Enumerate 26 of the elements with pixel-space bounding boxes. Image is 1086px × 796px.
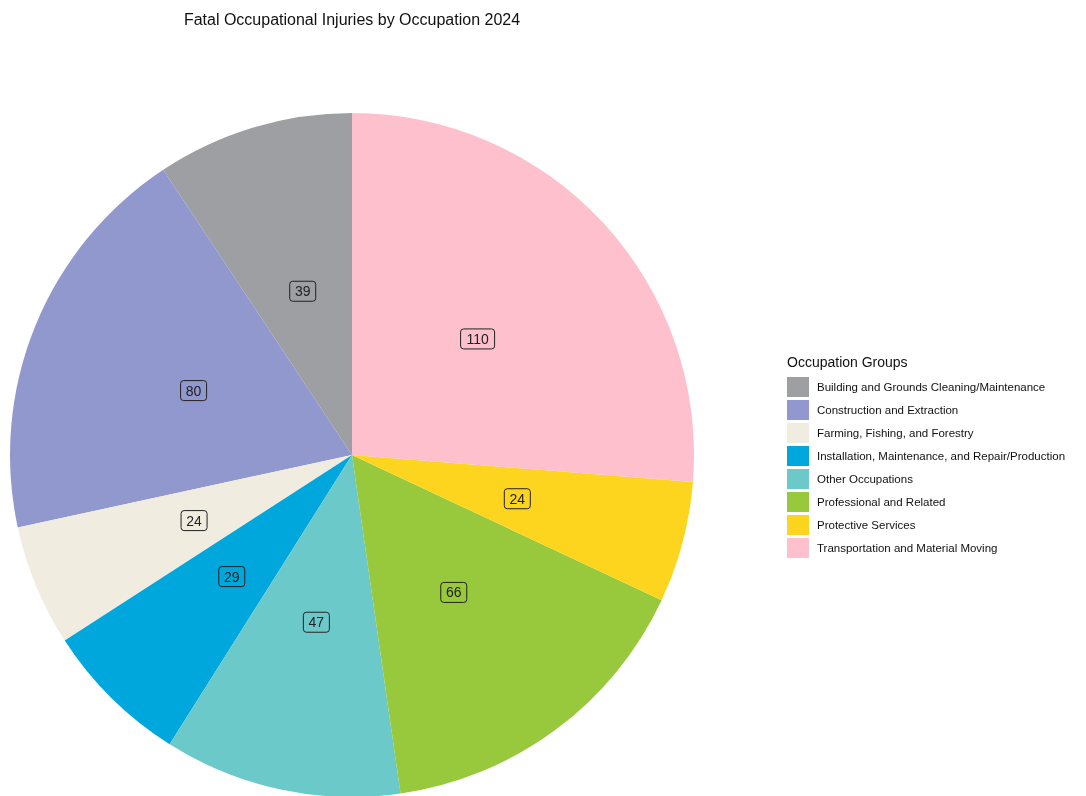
data-label: 24	[509, 490, 526, 507]
legend-label: Professional and Related	[817, 496, 946, 508]
pie-slice	[352, 113, 694, 482]
legend-label: Installation, Maintenance, and Repair/Production	[817, 450, 1066, 462]
legend-label: Other Occupations	[817, 473, 914, 485]
data-label: 29	[223, 568, 240, 585]
chart-title: Fatal Occupational Injuries by Occupation 2024	[183, 11, 521, 28]
legend-label: Transportation and Material Moving	[817, 542, 998, 554]
pie-slice	[352, 455, 662, 794]
legend-label: Building and Grounds Cleaning/Maintenance	[817, 381, 1046, 393]
legend-label: Construction and Extraction	[817, 404, 959, 416]
legend-label: Protective Services	[817, 519, 916, 531]
legend-label: Farming, Fishing, and Forestry	[817, 427, 974, 439]
pie-slice	[169, 455, 401, 796]
pie-slice	[163, 113, 352, 455]
data-label: 110	[466, 330, 489, 347]
data-label: 66	[445, 584, 462, 601]
pie-slice	[352, 455, 693, 601]
legend-title: Occupation Groups	[787, 354, 908, 370]
data-label: 24	[186, 512, 203, 529]
pie-slice	[10, 169, 352, 528]
data-label: 80	[185, 382, 202, 399]
data-label: 39	[294, 283, 311, 300]
pie-slice	[17, 455, 352, 641]
pie-slice	[64, 455, 352, 745]
data-label: 47	[308, 614, 325, 631]
